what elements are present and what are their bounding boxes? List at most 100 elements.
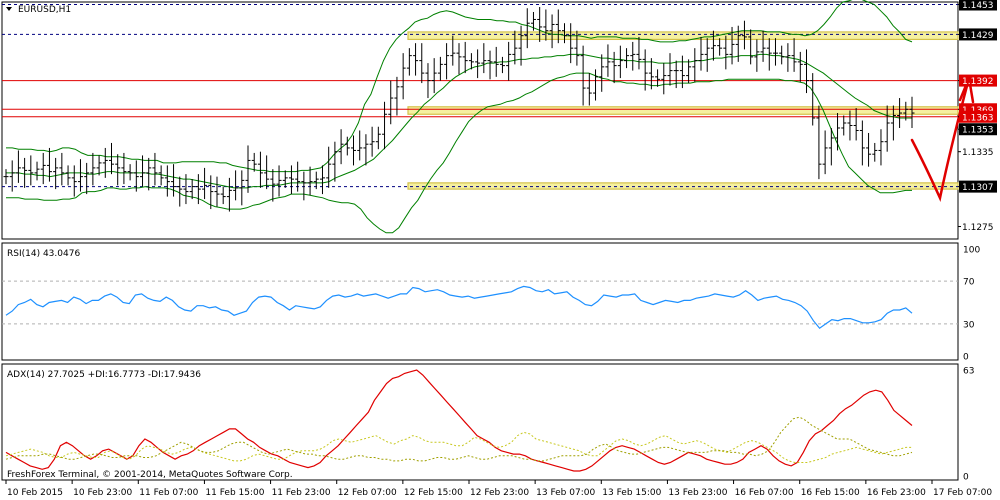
rsi-panel[interactable]: RSI(14) 43.0476	[1, 242, 959, 361]
main-price-panel[interactable]: EURUSD,H1	[1, 0, 975, 240]
price-bar	[295, 161, 301, 192]
price-bar	[884, 105, 890, 152]
price-bar	[394, 76, 400, 116]
price-bar	[164, 165, 170, 197]
price-bar	[3, 169, 9, 185]
price-bar	[233, 170, 239, 201]
price-bar	[171, 164, 177, 197]
price-bar	[245, 145, 251, 193]
zone-0	[407, 31, 959, 41]
price-bar	[481, 43, 487, 74]
price-bar	[903, 101, 909, 121]
price-bar	[735, 25, 741, 62]
price-bar	[617, 45, 623, 79]
rsi-line	[5, 285, 913, 330]
price-bar	[574, 30, 580, 66]
price-bar	[34, 161, 40, 181]
zone-2	[407, 182, 959, 190]
price-bar	[282, 170, 288, 188]
rsi-tick-label: 70	[963, 278, 975, 288]
price-bar	[878, 129, 884, 166]
price-bar	[723, 35, 729, 70]
price-bar	[729, 26, 735, 65]
price-bar	[679, 55, 685, 89]
price-bar	[909, 96, 915, 128]
levels-layer	[2, 3, 958, 188]
price-bar	[704, 38, 710, 72]
price-bar	[537, 6, 543, 42]
price-bar	[506, 41, 512, 81]
price-bar	[642, 49, 648, 91]
price-bar	[53, 157, 59, 190]
time-tick-label: 12 Feb 23:00	[470, 488, 529, 498]
time-axis: 10 Feb 2015 10 Feb 23:00 11 Feb 07:00 11 Fe…	[5, 480, 992, 498]
price-bar	[264, 155, 270, 190]
price-bar	[810, 73, 816, 126]
adx-title: ADX(14) 27.7025 +DI:16.7773 -DI:17.9436	[7, 370, 201, 380]
price-bar	[257, 151, 263, 188]
price-bar	[630, 41, 636, 71]
di-plus-line	[5, 431, 912, 463]
time-tick-label: 16 Feb 07:00	[735, 488, 794, 498]
price-bar	[363, 134, 369, 166]
price-bar	[369, 126, 375, 157]
price-bar	[766, 38, 772, 71]
chevron-down-icon[interactable]	[6, 7, 12, 11]
time-tick-label: 16 Feb 15:00	[801, 488, 860, 498]
price-tag-box	[959, 74, 997, 87]
price-bar	[90, 152, 96, 186]
price-bar	[897, 98, 903, 128]
price-bar	[872, 142, 878, 162]
price-bar	[65, 165, 71, 186]
price-bar	[593, 69, 599, 101]
price-bar	[673, 60, 679, 89]
price-bar	[586, 73, 592, 106]
price-bar	[692, 48, 698, 82]
price-bar	[40, 152, 46, 185]
price-bar	[115, 154, 121, 186]
price-bar	[59, 152, 65, 186]
price-bar	[853, 108, 859, 141]
price-bar	[140, 155, 146, 187]
price-bars-layer	[3, 6, 915, 212]
adx-panel[interactable]: ADX(14) 27.7025 +DI:16.7773 -DI:17.9436 …	[1, 363, 959, 481]
time-tick-label: 13 Feb 15:00	[602, 488, 661, 498]
bands-upper-line	[6, 0, 913, 173]
forecast-arrow-path	[910, 80, 970, 202]
price-bar	[15, 150, 21, 183]
price-bar	[456, 43, 462, 75]
price-bar	[127, 164, 133, 181]
price-bar	[698, 36, 704, 71]
price-bar	[804, 49, 810, 94]
zones-layer	[407, 31, 959, 190]
price-bar	[326, 146, 332, 188]
time-tick-label: 13 Feb 23:00	[668, 488, 727, 498]
price-bar	[530, 11, 536, 31]
price-bar	[772, 38, 778, 66]
time-tick-label: 10 Feb 2015	[7, 488, 63, 498]
time-tick-label: 11 Feb 23:00	[272, 488, 331, 498]
price-tag-label: 1.1307	[962, 183, 994, 193]
price-bar	[28, 155, 34, 186]
price-bar	[96, 155, 102, 176]
price-bar	[319, 165, 325, 195]
time-tick-label: 12 Feb 15:00	[404, 488, 463, 498]
price-bar	[108, 142, 114, 175]
price-bar	[388, 80, 394, 125]
zone-1	[407, 106, 959, 115]
adx-panel-frame	[1, 363, 959, 481]
price-bar	[183, 174, 189, 205]
price-bar	[251, 152, 257, 172]
price-bar	[580, 45, 586, 106]
price-bar	[444, 43, 450, 80]
price-bar	[425, 63, 431, 99]
price-bar	[375, 126, 381, 150]
price-tag-label: 1.1429	[962, 31, 994, 41]
price-bar	[77, 159, 83, 192]
price-bar	[462, 41, 468, 74]
price-bar	[487, 50, 493, 80]
price-bar	[648, 58, 654, 90]
price-tag-box	[959, 123, 997, 136]
